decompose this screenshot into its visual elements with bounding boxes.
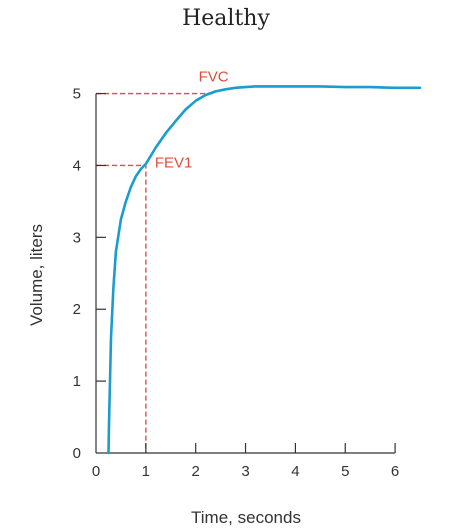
annotations: FVC FEV1	[155, 69, 229, 172]
y-tick-label: 0	[73, 445, 81, 462]
y-axis-label: Volume, liters	[27, 224, 46, 326]
x-tick-label: 4	[291, 463, 299, 480]
y-tick-label: 3	[73, 229, 81, 246]
x-tick-label: 5	[341, 463, 349, 480]
y-tick-label: 1	[73, 373, 81, 390]
series-layer	[107, 85, 422, 455]
x-tick-label: 2	[192, 463, 200, 480]
x-tick-label: 0	[92, 463, 100, 480]
fev1-label: FEV1	[155, 154, 193, 171]
x-tick-label: 3	[241, 463, 249, 480]
y-tick-label: 2	[73, 301, 81, 318]
x-axis-label: Time, seconds	[191, 508, 301, 527]
fvc-label: FVC	[199, 69, 229, 86]
axes: 0 1 2 3 4 5 6 0 1 2 3 4 5	[73, 86, 400, 480]
x-tick-label: 6	[391, 463, 399, 480]
x-tick-label: 1	[142, 463, 150, 480]
volume-curve	[107, 85, 422, 455]
chart-title: Healthy	[182, 6, 270, 31]
y-tick-label: 5	[73, 86, 81, 103]
y-tick-label: 4	[73, 157, 81, 174]
